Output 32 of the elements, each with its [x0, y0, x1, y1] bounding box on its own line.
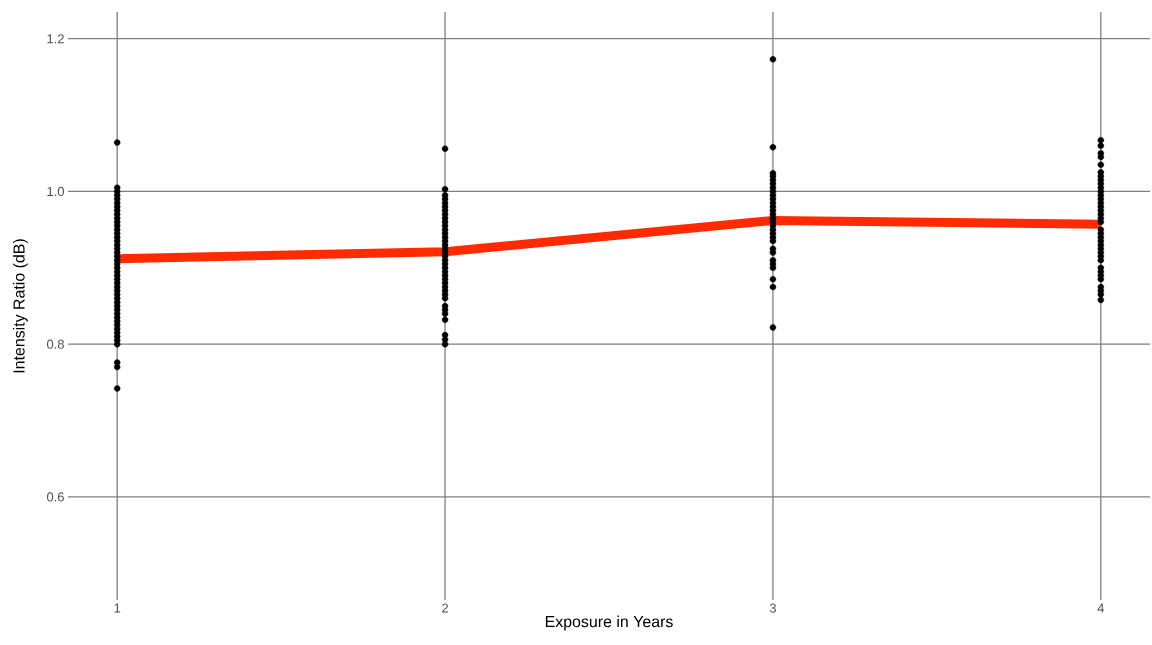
point	[769, 283, 777, 291]
point	[769, 264, 777, 272]
point	[769, 324, 777, 331]
point	[1097, 142, 1105, 149]
point	[441, 185, 449, 193]
x-tick-label: 4	[1097, 603, 1105, 613]
point	[441, 145, 449, 152]
point	[769, 56, 777, 63]
y-tick-label: 1.0	[47, 186, 64, 197]
y-axis-title: Intensity Ratio (dB)	[12, 239, 28, 373]
point	[1097, 296, 1105, 304]
point	[1097, 291, 1105, 298]
point	[441, 340, 449, 348]
point	[769, 276, 777, 283]
point	[769, 143, 777, 151]
point	[113, 139, 121, 146]
y-tick-label: 0.6	[46, 492, 64, 502]
point	[1097, 161, 1105, 168]
x-tick-label: 2	[442, 603, 448, 613]
point	[113, 363, 121, 371]
point	[1097, 137, 1105, 144]
x-axis-title: Exposure in Years	[545, 615, 673, 631]
point	[1097, 276, 1105, 283]
point	[441, 316, 449, 323]
point	[113, 385, 121, 392]
y-tick-label: 0.8	[46, 339, 64, 349]
point	[441, 310, 449, 317]
x-tick-label: 3	[769, 603, 776, 613]
point	[441, 295, 449, 302]
point	[769, 249, 777, 256]
y-tick-label: 1.2	[47, 34, 64, 44]
x-tick-label: 1	[114, 603, 121, 613]
